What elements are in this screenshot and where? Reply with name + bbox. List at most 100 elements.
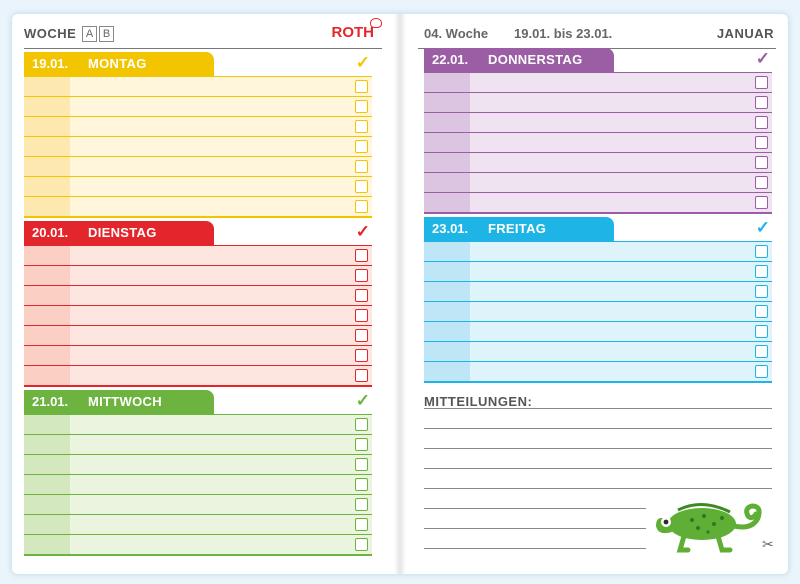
time-strip xyxy=(424,362,470,381)
entry-line[interactable] xyxy=(424,132,772,152)
task-checkbox[interactable] xyxy=(355,518,368,531)
entry-line[interactable] xyxy=(424,112,772,132)
task-checkbox[interactable] xyxy=(355,498,368,511)
task-checkbox[interactable] xyxy=(755,285,768,298)
task-checkbox[interactable] xyxy=(755,325,768,338)
time-strip xyxy=(24,515,70,534)
notes-line[interactable] xyxy=(424,528,646,529)
task-checkbox[interactable] xyxy=(355,289,368,302)
entry-line[interactable] xyxy=(24,534,372,556)
notes-line[interactable] xyxy=(424,448,772,449)
task-checkbox[interactable] xyxy=(355,180,368,193)
left-header: WOCHE A B ROTH xyxy=(24,18,382,48)
entry-line[interactable] xyxy=(424,321,772,341)
task-checkbox[interactable] xyxy=(755,156,768,169)
week-box-a[interactable]: A xyxy=(82,26,97,42)
entry-line[interactable] xyxy=(24,116,372,136)
day-tab: 20.01. DIENSTAG xyxy=(24,221,214,245)
entry-line[interactable] xyxy=(24,76,372,96)
checkmark-icon: ✓ xyxy=(755,218,770,237)
task-checkbox[interactable] xyxy=(755,245,768,258)
task-checkbox[interactable] xyxy=(355,160,368,173)
week-box-b[interactable]: B xyxy=(99,26,114,42)
task-checkbox[interactable] xyxy=(355,418,368,431)
entry-line[interactable] xyxy=(24,285,372,305)
task-checkbox[interactable] xyxy=(755,365,768,378)
entry-line[interactable] xyxy=(424,192,772,214)
time-strip xyxy=(24,286,70,305)
task-checkbox[interactable] xyxy=(355,100,368,113)
notes-line[interactable] xyxy=(424,408,772,409)
woche-label: WOCHE xyxy=(24,26,77,41)
notes-line[interactable] xyxy=(424,488,772,489)
entry-line[interactable] xyxy=(24,96,372,116)
entry-line[interactable] xyxy=(24,365,372,387)
entry-line[interactable] xyxy=(24,196,372,218)
entry-line[interactable] xyxy=(424,172,772,192)
entry-line[interactable] xyxy=(424,301,772,321)
scissors-icon: ✂ xyxy=(762,536,774,552)
task-checkbox[interactable] xyxy=(755,136,768,149)
task-checkbox[interactable] xyxy=(755,345,768,358)
entry-line[interactable] xyxy=(424,92,772,112)
task-checkbox[interactable] xyxy=(355,349,368,362)
entry-line[interactable] xyxy=(24,245,372,265)
day-date: 19.01. xyxy=(32,56,69,71)
task-checkbox[interactable] xyxy=(355,200,368,213)
task-checkbox[interactable] xyxy=(355,309,368,322)
task-checkbox[interactable] xyxy=(755,76,768,89)
entry-line[interactable] xyxy=(24,414,372,434)
time-strip xyxy=(24,117,70,136)
entry-line[interactable] xyxy=(424,261,772,281)
week-number: 04. Woche xyxy=(424,26,489,41)
date-range: 19.01. bis 23.01. xyxy=(514,26,613,41)
task-checkbox[interactable] xyxy=(755,116,768,129)
task-checkbox[interactable] xyxy=(355,269,368,282)
entry-line[interactable] xyxy=(424,152,772,172)
task-checkbox[interactable] xyxy=(755,176,768,189)
task-checkbox[interactable] xyxy=(755,305,768,318)
task-checkbox[interactable] xyxy=(755,265,768,278)
entry-line[interactable] xyxy=(24,265,372,285)
task-checkbox[interactable] xyxy=(355,120,368,133)
notes-line[interactable] xyxy=(424,428,772,429)
task-checkbox[interactable] xyxy=(355,369,368,382)
time-strip xyxy=(424,113,470,132)
entry-line[interactable] xyxy=(424,281,772,301)
entry-line[interactable] xyxy=(424,361,772,383)
notes-line[interactable] xyxy=(424,548,646,549)
entry-line[interactable] xyxy=(24,345,372,365)
entry-line[interactable] xyxy=(24,305,372,325)
task-checkbox[interactable] xyxy=(355,538,368,551)
entry-line[interactable] xyxy=(424,241,772,261)
entry-line[interactable] xyxy=(424,72,772,92)
time-strip xyxy=(424,93,470,112)
time-strip xyxy=(24,157,70,176)
entry-line[interactable] xyxy=(24,434,372,454)
entry-line[interactable] xyxy=(24,156,372,176)
entry-line[interactable] xyxy=(24,514,372,534)
task-checkbox[interactable] xyxy=(355,329,368,342)
entry-line[interactable] xyxy=(424,341,772,361)
entry-line[interactable] xyxy=(24,136,372,156)
entry-line[interactable] xyxy=(24,454,372,474)
notes-line[interactable] xyxy=(424,508,646,509)
notes-line[interactable] xyxy=(424,468,772,469)
time-strip xyxy=(424,242,470,261)
task-checkbox[interactable] xyxy=(355,478,368,491)
checkmark-icon: ✓ xyxy=(755,49,770,68)
entry-line[interactable] xyxy=(24,494,372,514)
task-checkbox[interactable] xyxy=(355,80,368,93)
task-checkbox[interactable] xyxy=(355,249,368,262)
entry-line[interactable] xyxy=(24,474,372,494)
task-checkbox[interactable] xyxy=(355,140,368,153)
task-checkbox[interactable] xyxy=(755,196,768,209)
task-checkbox[interactable] xyxy=(355,438,368,451)
week-ab-boxes: A B xyxy=(82,26,114,42)
entry-line[interactable] xyxy=(24,176,372,196)
time-strip xyxy=(424,262,470,281)
task-checkbox[interactable] xyxy=(755,96,768,109)
entry-line[interactable] xyxy=(24,325,372,345)
day-date: 20.01. xyxy=(32,225,69,240)
task-checkbox[interactable] xyxy=(355,458,368,471)
